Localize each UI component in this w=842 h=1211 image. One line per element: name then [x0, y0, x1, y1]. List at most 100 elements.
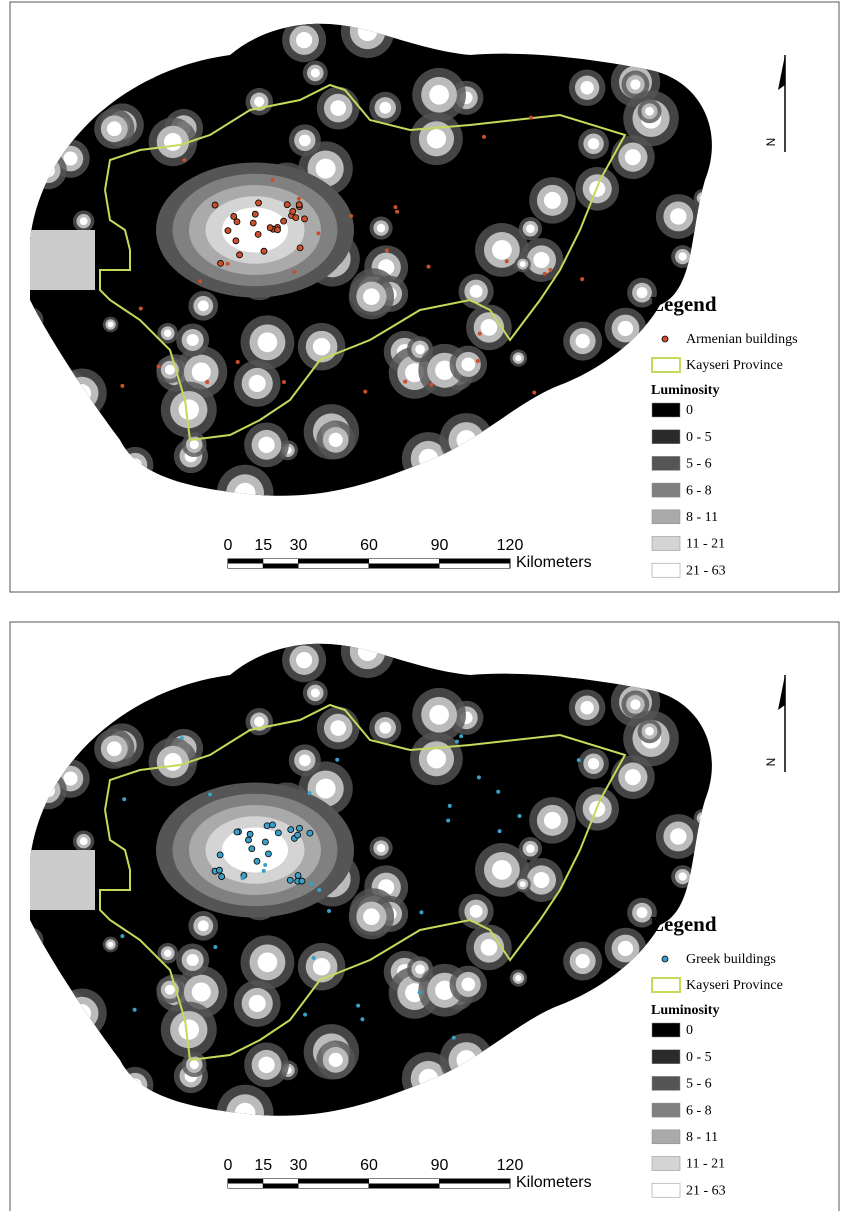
building-point	[120, 934, 124, 938]
light-spot	[533, 252, 549, 268]
legend-boundary-label: Kayseri Province	[686, 978, 783, 993]
scale-unit: Kilometers	[516, 1174, 592, 1191]
light-spot	[544, 812, 561, 829]
light-spot	[580, 81, 593, 94]
light-spot	[108, 942, 114, 948]
building-point	[275, 227, 281, 233]
scale-unit: Kilometers	[516, 554, 592, 571]
building-point	[240, 876, 244, 880]
scale-tick-label: 60	[360, 537, 378, 554]
legend-class-label: 0 - 5	[686, 1050, 712, 1065]
building-point	[295, 832, 301, 838]
building-point	[139, 306, 143, 310]
building-point	[120, 384, 124, 388]
scale-segment	[228, 564, 263, 569]
building-point	[284, 202, 290, 208]
building-point	[532, 391, 536, 395]
building-point	[261, 248, 267, 254]
building-point	[254, 858, 260, 864]
legend-point-label: Armenian buildings	[686, 332, 798, 347]
light-spot	[678, 872, 686, 880]
building-point	[299, 878, 305, 884]
scale-tick-label: 90	[431, 537, 449, 554]
map-panel: NLegendGreek buildingsKayseri ProvinceLu…	[10, 622, 839, 1211]
light-spot	[80, 837, 88, 845]
scale-segment	[263, 564, 298, 569]
legend-title: Legend	[650, 912, 717, 936]
scale-tick-label: 0	[224, 537, 233, 554]
scale-segment	[440, 564, 511, 569]
building-point	[264, 823, 270, 829]
light-spot	[470, 285, 483, 298]
building-point	[349, 214, 353, 218]
legend-swatch	[652, 483, 680, 497]
light-spot	[630, 79, 640, 89]
light-spot	[533, 872, 549, 888]
building-point	[309, 882, 313, 886]
building-point	[225, 228, 231, 234]
legend-swatch	[652, 456, 680, 470]
scale-segment	[369, 559, 440, 564]
building-point	[180, 736, 184, 740]
legend-swatch	[652, 430, 680, 444]
light-spot	[645, 727, 654, 736]
light-spot	[678, 252, 686, 260]
building-point	[252, 211, 258, 217]
building-point	[482, 135, 486, 139]
light-spot	[363, 908, 380, 925]
building-point	[316, 231, 320, 235]
scale-tick-label: 0	[224, 1157, 233, 1174]
building-point	[446, 819, 450, 823]
legend-class-label: 5 - 6	[686, 457, 712, 472]
light-spot	[164, 329, 172, 337]
building-point	[262, 869, 266, 873]
light-spot	[427, 749, 446, 768]
building-point	[290, 208, 296, 214]
light-spot	[164, 753, 182, 771]
light-spot	[470, 905, 483, 918]
legend-swatch	[652, 1157, 680, 1171]
light-spot	[63, 771, 77, 785]
building-point	[217, 852, 223, 858]
building-point	[281, 218, 287, 224]
legend-point	[662, 956, 668, 962]
light-spot	[254, 97, 264, 107]
light-spot	[108, 322, 114, 328]
building-point	[205, 380, 209, 384]
building-point	[452, 1036, 456, 1040]
building-point	[218, 260, 224, 266]
building-point	[529, 116, 533, 120]
legend-class-label: 21 - 63	[686, 1183, 726, 1198]
light-spot	[192, 362, 211, 381]
building-point	[303, 1013, 307, 1017]
map-panel: NLegendArmenian buildingsKayseri Provinc…	[10, 2, 839, 592]
light-spot	[481, 319, 498, 336]
building-point	[577, 758, 581, 762]
scale-segment	[299, 564, 370, 569]
building-point	[226, 262, 230, 266]
scale-segment	[299, 1179, 370, 1184]
legend-swatch	[652, 403, 680, 417]
building-point	[360, 1017, 364, 1021]
light-spot	[637, 907, 648, 918]
light-spot	[187, 334, 199, 346]
building-point	[263, 863, 267, 867]
west-glow	[25, 230, 95, 290]
building-point	[133, 1008, 137, 1012]
light-spot	[429, 705, 449, 725]
scale-tick-label: 15	[254, 537, 272, 554]
scale-tick-label: 120	[497, 1157, 524, 1174]
building-point	[212, 202, 218, 208]
light-spot	[330, 720, 346, 736]
light-spot	[544, 192, 561, 209]
building-point	[287, 877, 293, 883]
scale-segment	[440, 1179, 511, 1184]
building-point	[548, 268, 552, 272]
light-spot	[379, 722, 391, 734]
scale-tick-label: 15	[254, 1157, 272, 1174]
light-spot	[63, 151, 77, 165]
building-point	[297, 197, 301, 201]
building-point	[385, 248, 389, 252]
legend-swatch	[652, 563, 680, 577]
light-spot	[80, 217, 88, 225]
